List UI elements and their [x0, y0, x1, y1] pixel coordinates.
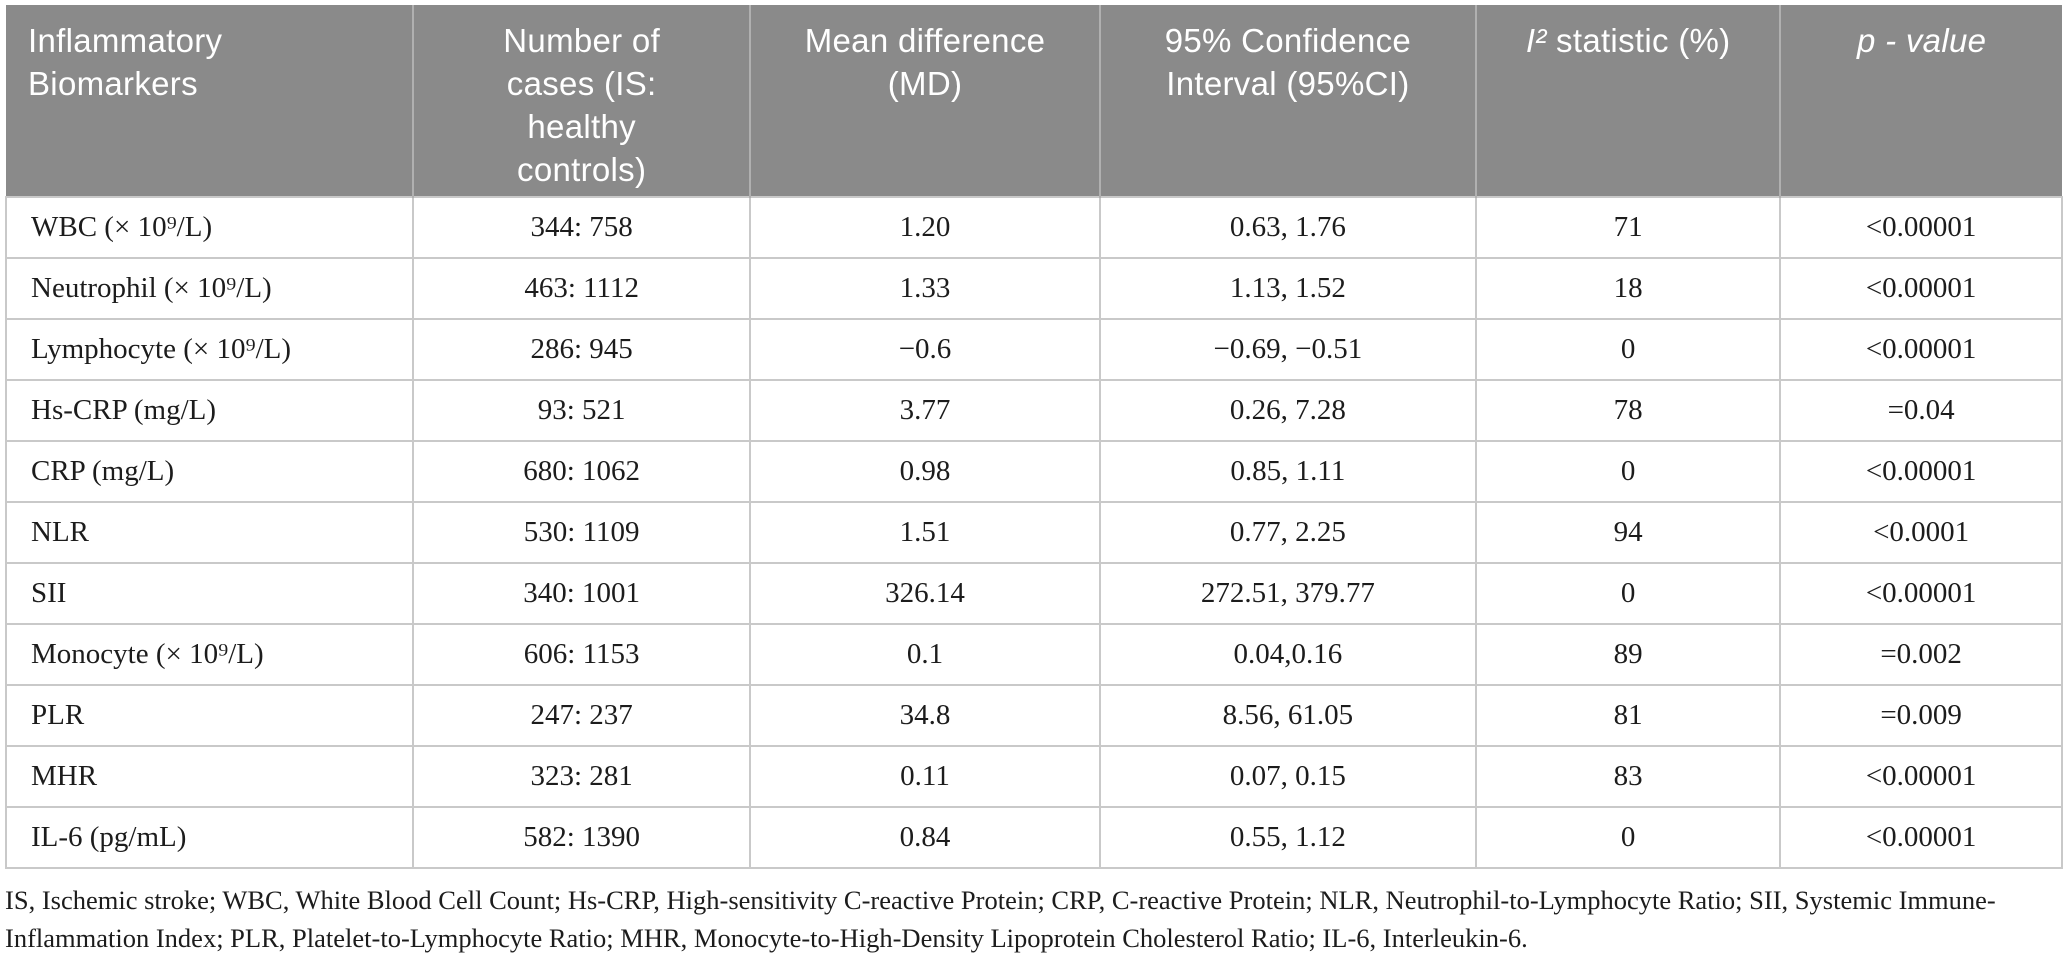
table-row: WBC (× 10⁹/L) 344: 758 1.20 0.63, 1.76 7…	[4, 196, 2063, 259]
cases-cell: 463: 1112	[412, 257, 752, 320]
table-row: MHR 323: 281 0.11 0.07, 0.15 83 <0.00001	[4, 745, 2063, 808]
confidence-interval-cell: 1.13, 1.52	[1098, 257, 1478, 320]
col-header-i2-statistic: I² statistic (%)	[1476, 5, 1782, 197]
p-value-cell: <0.0001	[1779, 501, 2063, 564]
biomarker-cell: IL-6 (pg/mL)	[4, 806, 415, 869]
p-value-cell: <0.00001	[1779, 745, 2063, 808]
confidence-interval-cell: 272.51, 379.77	[1098, 562, 1478, 625]
mean-difference-cell: 0.11	[749, 745, 1101, 808]
table-row: IL-6 (pg/mL) 582: 1390 0.84 0.55, 1.12 0…	[4, 806, 2063, 869]
confidence-interval-cell: 0.63, 1.76	[1098, 196, 1478, 259]
table-row: CRP (mg/L) 680: 1062 0.98 0.85, 1.11 0 <…	[4, 440, 2063, 503]
table-row: PLR 247: 237 34.8 8.56, 61.05 81 =0.009	[4, 684, 2063, 747]
col-header-p-value: p - value	[1780, 5, 2062, 197]
table-header: Inflammatory Biomarkers Number of cases …	[6, 5, 2062, 197]
cases-cell: 582: 1390	[412, 806, 752, 869]
table-row: Lymphocyte (× 10⁹/L) 286: 945 −0.6 −0.69…	[4, 318, 2063, 381]
i2-statistic-cell: 0	[1474, 440, 1782, 503]
cases-cell: 606: 1153	[412, 623, 752, 686]
p-value-cell: =0.002	[1779, 623, 2063, 686]
biomarkers-table: Inflammatory Biomarkers Number of cases …	[4, 5, 2063, 869]
cases-cell: 93: 521	[412, 379, 752, 442]
cases-cell: 247: 237	[412, 684, 752, 747]
confidence-interval-cell: 8.56, 61.05	[1098, 684, 1478, 747]
p-value-cell: =0.009	[1779, 684, 2063, 747]
biomarker-cell: CRP (mg/L)	[4, 440, 415, 503]
header-row: Inflammatory Biomarkers Number of cases …	[6, 5, 2062, 197]
i2-statistic-cell: 0	[1474, 562, 1782, 625]
i2-statistic-cell: 0	[1474, 806, 1782, 869]
mean-difference-cell: 326.14	[749, 562, 1101, 625]
mean-difference-cell: 1.33	[749, 257, 1101, 320]
table-body: WBC (× 10⁹/L) 344: 758 1.20 0.63, 1.76 7…	[4, 196, 2063, 869]
mean-difference-cell: 0.1	[749, 623, 1101, 686]
i2-statistic-cell: 89	[1474, 623, 1782, 686]
p-value-cell: <0.00001	[1779, 440, 2063, 503]
biomarker-cell: Lymphocyte (× 10⁹/L)	[4, 318, 415, 381]
i2-statistic-cell: 18	[1474, 257, 1782, 320]
cases-cell: 340: 1001	[412, 562, 752, 625]
mean-difference-cell: 34.8	[749, 684, 1101, 747]
biomarker-cell: Hs-CRP (mg/L)	[4, 379, 415, 442]
biomarker-cell: Monocyte (× 10⁹/L)	[4, 623, 415, 686]
biomarker-cell: SII	[4, 562, 415, 625]
i2-symbol: I²	[1525, 22, 1547, 59]
col-header-inflammatory-biomarkers: Inflammatory Biomarkers	[6, 5, 415, 197]
p-value-cell: <0.00001	[1779, 562, 2063, 625]
biomarker-cell: Neutrophil (× 10⁹/L)	[4, 257, 415, 320]
p-value-cell: <0.00001	[1779, 196, 2063, 259]
footnote: IS, Ischemic stroke; WBC, White Blood Ce…	[5, 885, 1996, 953]
biomarker-cell: NLR	[4, 501, 415, 564]
mean-difference-cell: 0.84	[749, 806, 1101, 869]
confidence-interval-cell: −0.69, −0.51	[1098, 318, 1478, 381]
table-row: NLR 530: 1109 1.51 0.77, 2.25 94 <0.0001	[4, 501, 2063, 564]
table-row: Monocyte (× 10⁹/L) 606: 1153 0.1 0.04,0.…	[4, 623, 2063, 686]
table-row: SII 340: 1001 326.14 272.51, 379.77 0 <0…	[4, 562, 2063, 625]
cases-cell: 680: 1062	[412, 440, 752, 503]
cases-cell: 344: 758	[412, 196, 752, 259]
mean-difference-cell: 1.51	[749, 501, 1101, 564]
p-value-cell: <0.00001	[1779, 318, 2063, 381]
p-value-cell: <0.00001	[1779, 806, 2063, 869]
cases-cell: 530: 1109	[412, 501, 752, 564]
i2-statistic-label: statistic (%)	[1546, 22, 1731, 59]
table-row: Hs-CRP (mg/L) 93: 521 3.77 0.26, 7.28 78…	[4, 379, 2063, 442]
col-header-confidence-interval: 95% Confidence Interval (95%CI)	[1099, 5, 1478, 197]
i2-statistic-cell: 0	[1474, 318, 1782, 381]
col-header-mean-difference: Mean difference (MD)	[750, 5, 1101, 197]
confidence-interval-cell: 0.55, 1.12	[1098, 806, 1478, 869]
cases-cell: 286: 945	[412, 318, 752, 381]
confidence-interval-cell: 0.85, 1.11	[1098, 440, 1478, 503]
mean-difference-cell: 0.98	[749, 440, 1101, 503]
mean-difference-cell: 3.77	[749, 379, 1101, 442]
i2-statistic-cell: 83	[1474, 745, 1782, 808]
biomarker-cell: WBC (× 10⁹/L)	[4, 196, 415, 259]
i2-statistic-cell: 94	[1474, 501, 1782, 564]
cases-cell: 323: 281	[412, 745, 752, 808]
mean-difference-cell: 1.20	[749, 196, 1101, 259]
confidence-interval-cell: 0.04,0.16	[1098, 623, 1478, 686]
table-row: Neutrophil (× 10⁹/L) 463: 1112 1.33 1.13…	[4, 257, 2063, 320]
confidence-interval-cell: 0.77, 2.25	[1098, 501, 1478, 564]
i2-statistic-cell: 81	[1474, 684, 1782, 747]
biomarker-cell: MHR	[4, 745, 415, 808]
p-value-cell: <0.00001	[1779, 257, 2063, 320]
biomarker-cell: PLR	[4, 684, 415, 747]
i2-statistic-cell: 78	[1474, 379, 1782, 442]
confidence-interval-cell: 0.26, 7.28	[1098, 379, 1478, 442]
i2-statistic-cell: 71	[1474, 196, 1782, 259]
mean-difference-cell: −0.6	[749, 318, 1101, 381]
confidence-interval-cell: 0.07, 0.15	[1098, 745, 1478, 808]
p-value-cell: =0.04	[1779, 379, 2063, 442]
col-header-number-of-cases: Number of cases (IS: healthy controls)	[413, 5, 752, 197]
